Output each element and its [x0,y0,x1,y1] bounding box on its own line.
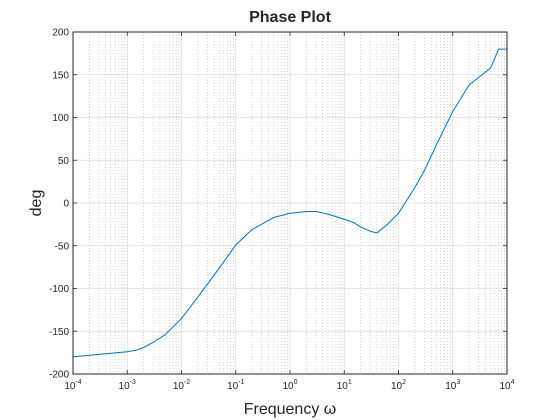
x-tick-label: 10-3 [119,379,136,392]
y-tick-label: 50 [58,156,70,167]
y-tick-label: -100 [49,284,69,295]
y-tick-label: 200 [52,28,69,39]
x-tick-label: 10-4 [64,379,81,392]
x-tick-label: 10-1 [227,379,244,392]
x-tick-label: 10-2 [173,379,190,392]
chart-title: Phase Plot [249,9,331,26]
major-grid [72,31,508,375]
tick-marks [72,31,508,375]
y-axis-label: deg [28,190,45,217]
x-tick-label: 103 [445,379,460,392]
series-layer [72,48,507,358]
x-tick-label: 102 [391,379,406,392]
y-tick-label: -150 [49,327,69,338]
y-tick-label: 150 [52,70,69,81]
y-tick-label: -50 [55,241,70,252]
x-tick-label: 101 [337,379,352,392]
x-tick-label: 104 [499,379,514,392]
y-tick-label: -200 [49,370,69,381]
y-tick-label: 0 [63,199,69,210]
y-tick-labels: -200 -150 -100 -50 0 50 100 150 200 [49,28,69,381]
x-axis-label: Frequency ω [244,401,337,418]
phase-series-line [72,48,507,358]
x-tick-labels: 10-4 10-3 10-2 10-1 100 101 102 103 104 [64,379,514,392]
y-tick-label: 100 [52,113,69,124]
x-tick-label: 100 [282,379,297,392]
